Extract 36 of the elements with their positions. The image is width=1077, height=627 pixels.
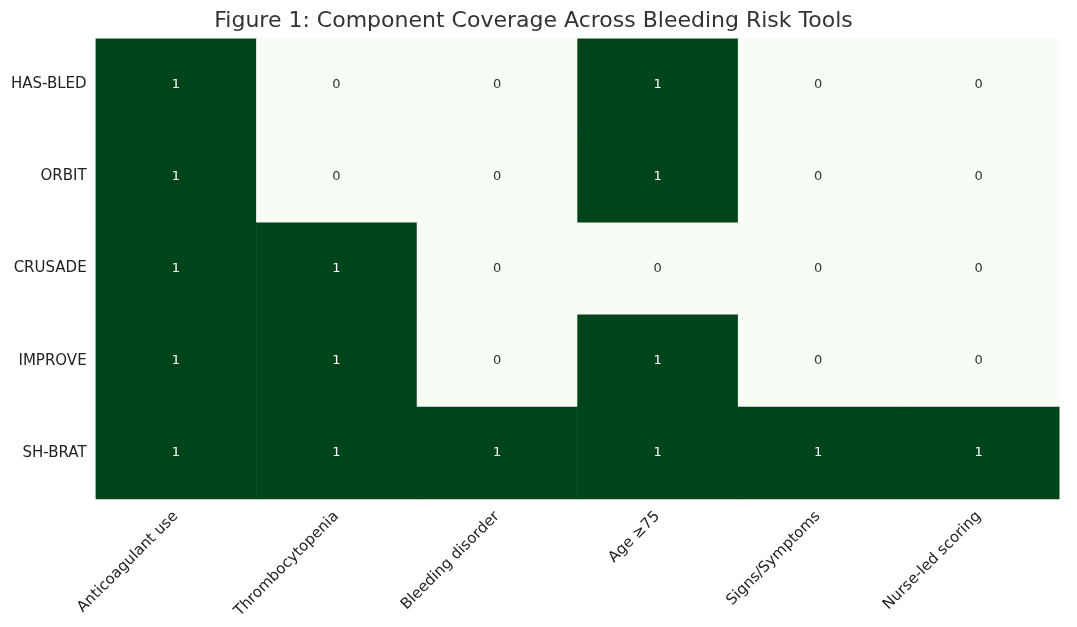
data-label: 1 — [492, 444, 502, 460]
data-label: 0 — [814, 352, 823, 367]
data-label: 1 — [171, 444, 181, 460]
data-label: 0 — [653, 259, 662, 275]
data-label: 1 — [171, 259, 181, 275]
data-label: 0 — [332, 75, 341, 91]
data-label: 0 — [492, 259, 502, 275]
y-tick-label: ORBIT — [40, 166, 88, 185]
data-label: 1 — [974, 444, 983, 460]
data-label: 0 — [814, 167, 823, 183]
data-label: 1 — [653, 352, 662, 367]
data-label: 0 — [814, 259, 823, 275]
data-label: 1 — [171, 352, 181, 367]
data-label: 0 — [814, 75, 823, 91]
data-label: 1 — [653, 167, 662, 183]
y-tick-label: CRUSADE — [13, 258, 87, 277]
y-tick-label: SH-BRAT — [22, 442, 88, 461]
data-label: 0 — [492, 167, 502, 183]
data-label: 1 — [171, 167, 181, 183]
data-label: 0 — [974, 167, 983, 183]
data-label: 0 — [492, 352, 502, 367]
y-tick-label: HAS-BLED — [10, 74, 87, 93]
data-label: 1 — [653, 75, 662, 91]
data-label: 0 — [974, 352, 983, 367]
data-label: 0 — [332, 167, 341, 183]
data-label: 1 — [814, 444, 823, 460]
data-label: 0 — [974, 75, 983, 91]
y-tick-label: IMPROVE — [18, 350, 87, 369]
data-label: 1 — [171, 75, 181, 91]
data-label: 1 — [332, 444, 341, 460]
data-label: 1 — [653, 444, 662, 460]
chart-title: Figure 1: Component Coverage Across Bleeding Risk Tools — [214, 6, 853, 32]
data-label: 1 — [332, 259, 341, 275]
data-label: 0 — [492, 75, 502, 91]
data-label: 0 — [974, 259, 983, 275]
data-label: 1 — [332, 352, 341, 367]
